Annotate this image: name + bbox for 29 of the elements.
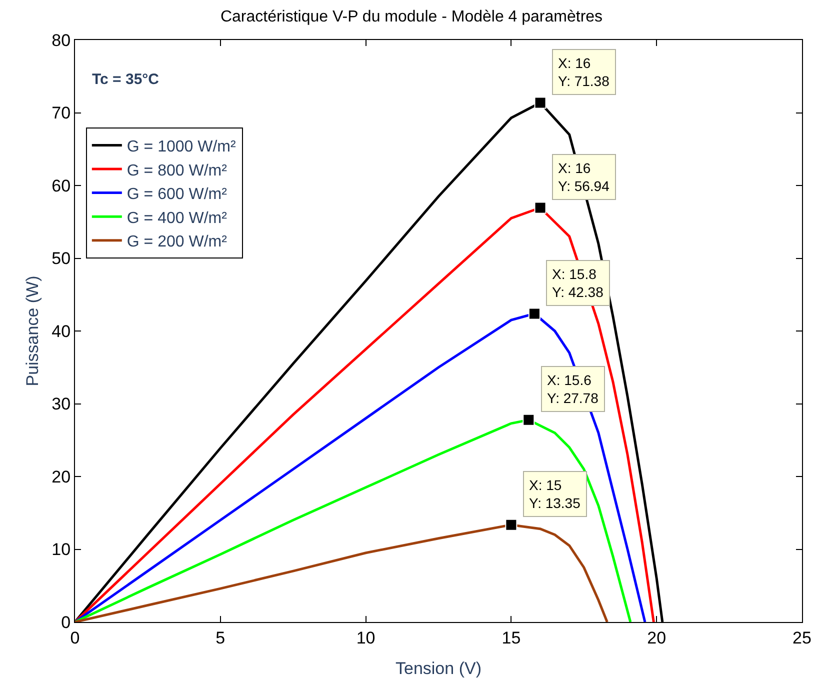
annotation: X: 16 Y: 56.94 [558, 160, 610, 194]
y-tick-label: 0 [61, 612, 71, 632]
legend-label: G = 1000 W/m² [126, 138, 236, 156]
x-tick-label: 5 [216, 628, 226, 648]
y-tick-label: 70 [52, 104, 71, 123]
y-axis-title: Puissance (W) [23, 276, 42, 386]
x-tick-label: 15 [502, 628, 521, 648]
annotation: X: 15 Y: 13.35 [529, 477, 581, 512]
x-tick-label: 20 [647, 628, 666, 648]
annotation: X: 15.8 Y: 42.38 [552, 266, 604, 300]
y-tick-label: 40 [52, 322, 71, 341]
y-tick-label: 60 [52, 176, 71, 196]
x-tick-label: 10 [356, 628, 376, 648]
x-tick-label: 25 [792, 628, 812, 648]
chart-title: Caractéristique V-P du module - Modèle 4 paramètres [220, 8, 603, 26]
annotation: Tc = 35°C [92, 71, 160, 88]
point [534, 96, 546, 109]
x-axis-title: Tension (V) [396, 658, 482, 678]
y-tick-label: 30 [52, 394, 71, 414]
legend-label: G = 200 W/m² [126, 234, 228, 251]
y-tick-label: 10 [52, 540, 71, 560]
annotation: X: 16 Y: 71.38 [558, 55, 610, 90]
legend-label: G = 600 W/m² [126, 186, 228, 204]
y-tick-label: 50 [52, 249, 71, 268]
annotation: X: 15.6 Y: 27.78 [547, 372, 599, 406]
y-tick-label: 20 [52, 467, 71, 486]
legend-label: G = 800 W/m² [126, 162, 228, 180]
legend-label: G = 400 W/m² [126, 210, 228, 227]
y-tick-label: 80 [52, 30, 71, 50]
